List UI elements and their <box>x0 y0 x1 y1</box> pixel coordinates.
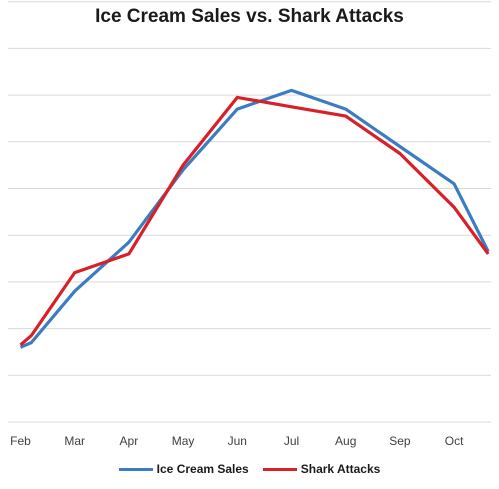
legend-swatch-ice-cream-sales <box>118 467 153 471</box>
x-tick-label: Mar <box>64 434 85 448</box>
legend-item-ice-cream-sales: Ice Cream Sales <box>118 462 249 476</box>
chart-title: Ice Cream Sales vs. Shark Attacks <box>95 6 404 27</box>
x-tick-label: Aug <box>335 434 356 448</box>
x-tick-label: May <box>172 434 195 448</box>
gridlines <box>8 1 491 423</box>
legend-label-ice-cream-sales: Ice Cream Sales <box>156 462 249 476</box>
x-tick-label: Sep <box>389 434 411 448</box>
x-tick-label: Oct <box>445 434 464 448</box>
x-tick-label: Feb <box>10 434 31 448</box>
series-line-shark-attacks <box>19 95 490 347</box>
x-tick-label: Apr <box>120 434 139 448</box>
series-line-ice-cream-sales <box>19 88 490 349</box>
x-axis-tick-labels: Feb Mar Apr May Jun Jul Aug Sep Oct <box>10 434 464 448</box>
legend-label-shark-attacks: Shark Attacks <box>300 462 381 476</box>
x-tick-label: Jul <box>284 434 299 448</box>
series-layer <box>19 88 490 349</box>
legend-item-shark-attacks: Shark Attacks <box>262 462 381 476</box>
legend-swatch-shark-attacks <box>262 467 297 471</box>
x-tick-label: Jun <box>228 434 247 448</box>
legend: Ice Cream Sales Shark Attacks <box>0 462 499 476</box>
